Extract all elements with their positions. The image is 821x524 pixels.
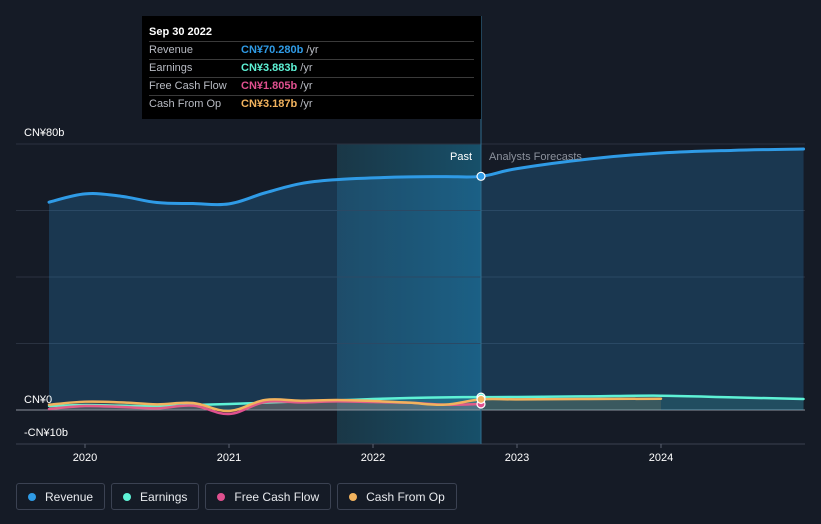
tooltip-unit: /yr	[306, 44, 319, 56]
y-tick-label: CN¥0	[24, 394, 52, 406]
legend-label: Free Cash Flow	[234, 489, 320, 504]
revenue-area	[49, 148, 804, 411]
tooltip-unit: /yr	[300, 62, 313, 74]
y-tick-label: -CN¥10b	[24, 427, 68, 439]
revenue-dot-icon	[28, 492, 36, 501]
tooltip-unit: /yr	[300, 98, 313, 110]
revenue-point-marker	[476, 171, 486, 181]
tooltip-value: CN¥1.805b	[241, 80, 298, 92]
tooltip-label: Cash From Op	[149, 98, 222, 110]
free-cash-flow-area	[49, 401, 481, 415]
legend-item-free-cash-flow[interactable]: Free Cash Flow	[205, 483, 332, 510]
tooltip-label: Free Cash Flow	[149, 80, 227, 92]
x-tick-label: 2023	[505, 452, 529, 464]
tooltip-value: CN¥3.187b	[241, 98, 298, 110]
tooltip: Sep 30 2022 Revenue CN¥70.280b /yr Earni…	[142, 16, 481, 119]
revenue-line	[47, 147, 806, 207]
tooltip-label: Earnings	[149, 62, 193, 74]
cash-from-op-line	[47, 397, 663, 413]
tooltip-label: Revenue	[149, 44, 194, 56]
legend: Revenue Earnings Free Cash Flow Cash Fro…	[16, 483, 457, 510]
tooltip-unit: /yr	[300, 80, 313, 92]
x-tick-label: 2020	[73, 452, 97, 464]
earnings-dot-icon	[123, 492, 132, 501]
y-tick-label: CN¥80b	[24, 127, 64, 139]
past-highlight-band	[337, 144, 481, 444]
earnings-line	[47, 394, 805, 408]
tooltip-row-free-cash-flow: Free Cash Flow CN¥1.805b /yr	[149, 77, 474, 95]
cash-from-op-area	[49, 398, 661, 412]
legend-label: Earnings	[140, 489, 188, 504]
x-tick-label: 2022	[361, 452, 385, 464]
tooltip-value: CN¥70.280b	[241, 44, 304, 56]
tooltip-row-earnings: Earnings CN¥3.883b /yr	[149, 59, 474, 77]
free-cash-flow-dot-icon	[217, 492, 226, 501]
cash-from-op-dot-icon	[349, 492, 358, 501]
past-label: Past	[450, 151, 472, 163]
cash-from-op-point-marker	[476, 394, 486, 405]
tooltip-row-cash-from-op: Cash From Op CN¥3.187b /yr	[149, 95, 474, 113]
tooltip-row-revenue: Revenue CN¥70.280b /yr	[149, 41, 474, 59]
tooltip-date: Sep 30 2022	[149, 26, 212, 38]
legend-item-cash-from-op[interactable]: Cash From Op	[337, 483, 457, 510]
tooltip-value: CN¥3.883b	[241, 62, 298, 74]
x-tick-label: 2024	[649, 452, 673, 464]
x-tick-label: 2021	[217, 452, 241, 464]
legend-item-revenue[interactable]: Revenue	[16, 483, 106, 510]
legend-label: Cash From Op	[366, 489, 445, 504]
legend-item-earnings[interactable]: Earnings	[111, 483, 200, 510]
forecast-label: Analysts Forecasts	[489, 151, 582, 163]
legend-label: Revenue	[45, 489, 94, 504]
